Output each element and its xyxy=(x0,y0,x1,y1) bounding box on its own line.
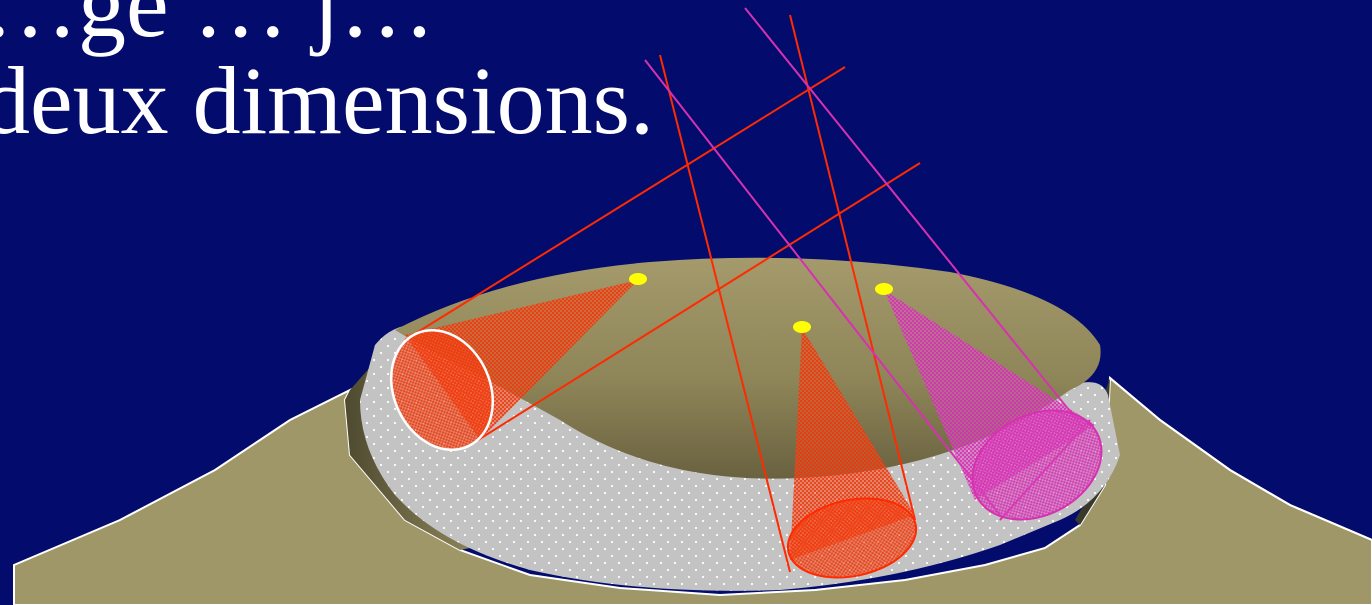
source-left-dot xyxy=(629,273,647,285)
crater-trough xyxy=(360,324,1120,591)
inner-lip-shadow xyxy=(345,365,470,550)
ground-outline-right xyxy=(1109,377,1372,541)
source-right-dot xyxy=(875,283,893,295)
slide-title-line1: …ge … j… xyxy=(0,0,436,57)
slide-title-line2: deux dimensions. xyxy=(0,47,654,154)
cone-right-ellipse xyxy=(971,409,1103,521)
cone-left-ellipse xyxy=(389,329,495,451)
cone-center-ellipse xyxy=(786,497,918,579)
red-beams xyxy=(404,14,921,573)
source-center-dot xyxy=(793,321,811,333)
